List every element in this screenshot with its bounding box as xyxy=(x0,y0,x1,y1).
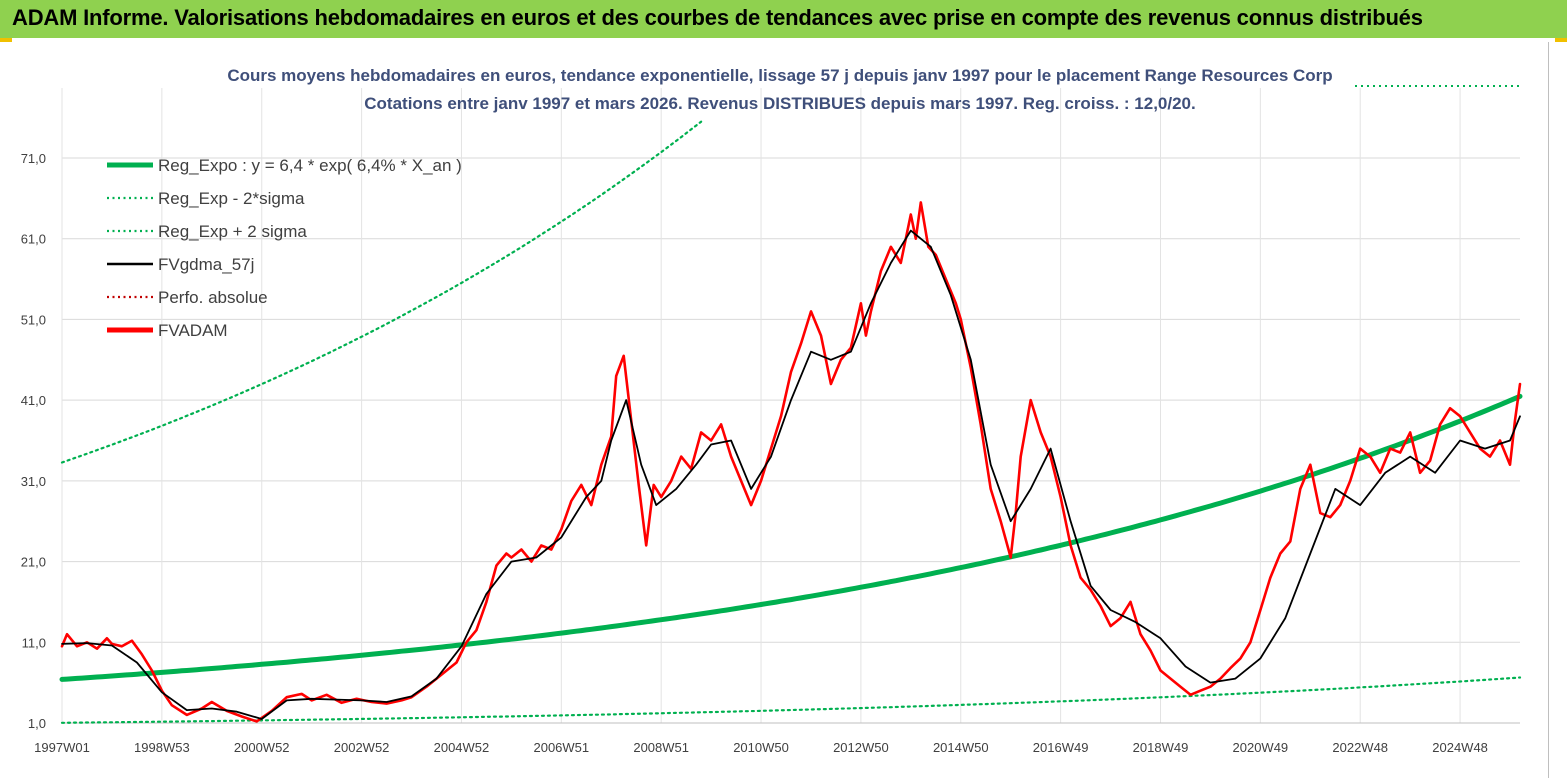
x-tick-label: 2016W49 xyxy=(1033,740,1089,755)
header-banner: ADAM Informe. Valorisations hebdomadaire… xyxy=(0,0,1567,38)
legend-label: Reg_Expo : y = 6,4 * exp( 6,4% * X_an ) xyxy=(158,156,462,175)
legend-item: Reg_Exp - 2*sigma xyxy=(107,189,305,208)
frame-right-edge xyxy=(1548,42,1549,778)
frame-corner-top-left xyxy=(0,38,12,42)
legend-item: FVgdma_57j xyxy=(107,255,254,274)
legend-label: Perfo. absolue xyxy=(158,288,268,307)
y-tick-label: 41,0 xyxy=(21,393,46,408)
legend-item: Reg_Exp + 2 sigma xyxy=(107,222,307,241)
x-tick-label: 2018W49 xyxy=(1133,740,1189,755)
legend: Reg_Expo : y = 6,4 * exp( 6,4% * X_an ) R… xyxy=(107,156,462,340)
series-reg-expo xyxy=(59,393,1523,682)
frame-corner-top-right xyxy=(1555,38,1567,42)
x-tick-label: 2014W50 xyxy=(933,740,989,755)
series-reg-upper xyxy=(60,120,703,464)
legend-item: FVADAM xyxy=(107,321,228,340)
x-tick-label: 2006W51 xyxy=(533,740,589,755)
series-lines xyxy=(59,120,1523,724)
x-tick-label: 2020W49 xyxy=(1233,740,1289,755)
x-tick-label: 2012W50 xyxy=(833,740,889,755)
x-axis-labels: 1997W01 1998W53 2000W52 2002W52 2004W52 2006W… xyxy=(34,740,1488,755)
x-tick-label: 2008W51 xyxy=(633,740,689,755)
series-fvgdma-57j xyxy=(61,229,1521,720)
y-tick-label: 31,0 xyxy=(21,474,46,489)
legend-item: Perfo. absolue xyxy=(107,288,268,307)
x-tick-label: 2022W48 xyxy=(1332,740,1388,755)
legend-label: FVADAM xyxy=(158,321,228,340)
y-tick-label: 11,0 xyxy=(22,635,46,650)
x-tick-label: 2002W52 xyxy=(334,740,390,755)
x-tick-label: 2010W50 xyxy=(733,740,789,755)
y-axis-labels: 1,0 11,0 21,0 31,0 41,0 51,0 61,0 71,0 xyxy=(21,151,46,731)
y-tick-label: 1,0 xyxy=(28,716,46,731)
legend-label: Reg_Exp - 2*sigma xyxy=(158,189,305,208)
chart-title-line-1: Cours moyens hebdomadaires en euros, ten… xyxy=(227,66,1332,85)
y-tick-label: 71,0 xyxy=(21,151,46,166)
y-tick-label: 61,0 xyxy=(21,232,46,247)
chart-svg: 1,011,021,031,041,051,061,071,0 1997W01 1… xyxy=(21,66,1523,755)
x-tick-label: 2024W48 xyxy=(1432,740,1488,755)
x-tick-label: 1997W01 xyxy=(34,740,90,755)
x-tick-label: 1998W53 xyxy=(134,740,190,755)
series-fvadam xyxy=(60,201,1522,723)
report-title: ADAM Informe. Valorisations hebdomadaire… xyxy=(12,5,1423,30)
x-tick-label: 2004W52 xyxy=(434,740,490,755)
grid-lines xyxy=(61,88,1520,724)
legend-label: Reg_Exp + 2 sigma xyxy=(158,222,307,241)
y-tick-label: 51,0 xyxy=(21,312,46,327)
y-tick-label: 21,0 xyxy=(21,555,46,570)
series-reg-lower xyxy=(60,676,1522,724)
legend-item: Reg_Expo : y = 6,4 * exp( 6,4% * X_an ) xyxy=(107,156,462,175)
chart-title-line-2: Cotations entre janv 1997 et mars 2026. … xyxy=(364,94,1195,113)
legend-label: FVgdma_57j xyxy=(158,255,254,274)
x-tick-label: 2000W52 xyxy=(234,740,290,755)
